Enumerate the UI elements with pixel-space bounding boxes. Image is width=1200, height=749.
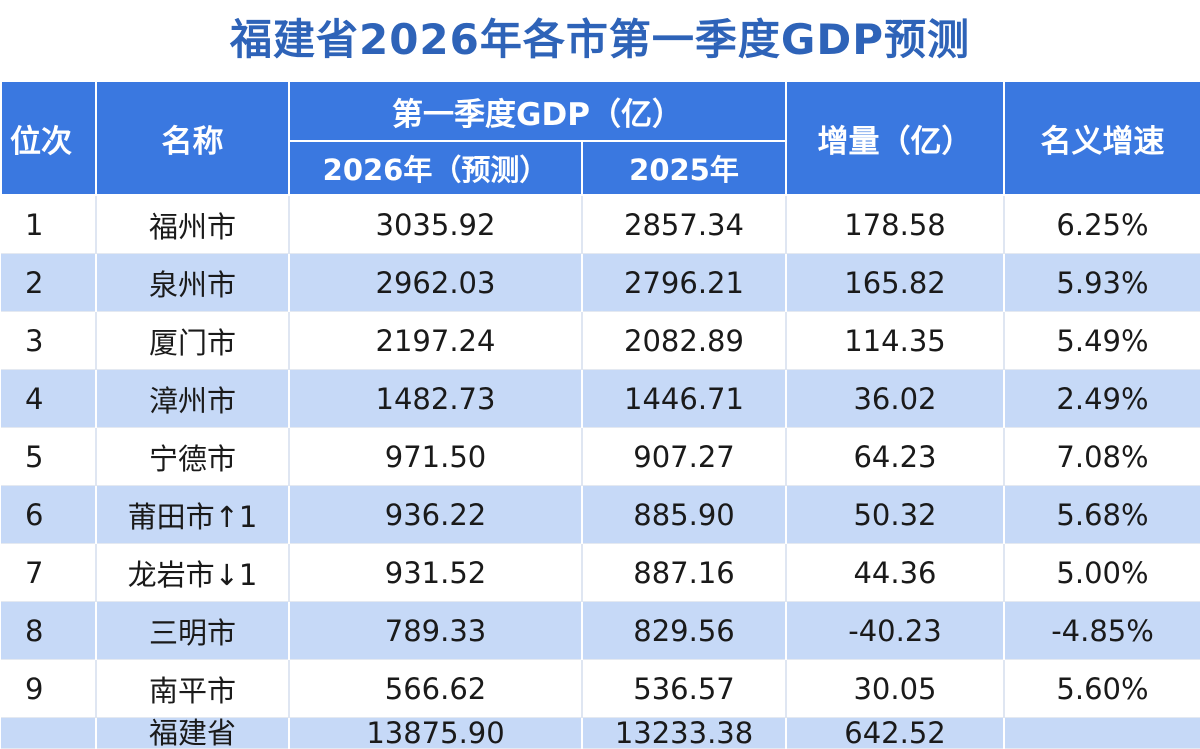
city-name-cell: 龙岩市↓1 xyxy=(96,543,290,602)
city-name-cell: 南平市 xyxy=(96,659,290,718)
growth-cell: 5.68% xyxy=(1004,485,1200,544)
increase-cell: 114.35 xyxy=(786,311,1005,370)
rank-cell: 1 xyxy=(1,195,97,254)
city-name-cell: 泉州市 xyxy=(96,253,290,312)
increase-cell: 44.36 xyxy=(786,543,1005,602)
table-row: 9 南平市 566.62 536.57 30.05 5.60% xyxy=(1,659,1200,718)
gdp-2025-cell: 887.16 xyxy=(582,543,787,602)
increase-cell: 64.23 xyxy=(786,427,1005,486)
total-growth-cell xyxy=(1004,717,1200,749)
table-row: 1 福州市 3035.92 2857.34 178.58 6.25% xyxy=(1,195,1200,254)
header-rank: 位次 xyxy=(0,80,97,196)
growth-cell: 5.49% xyxy=(1004,311,1200,370)
rank-cell: 5 xyxy=(1,427,97,486)
gdp-table: 位次 名称 第一季度GDP（亿） 增量（亿） 名义增速 2026年（预测） 20… xyxy=(0,80,1200,749)
header-growth: 名义增速 xyxy=(1003,80,1200,196)
gdp-2026-cell: 3035.92 xyxy=(289,195,583,254)
table-row: 5 宁德市 971.50 907.27 64.23 7.08% xyxy=(1,427,1200,486)
growth-cell: 7.08% xyxy=(1004,427,1200,486)
city-name-cell: 莆田市↑1 xyxy=(96,485,290,544)
increase-cell: 178.58 xyxy=(786,195,1005,254)
rank-cell: 8 xyxy=(1,601,97,660)
rank-cell xyxy=(1,717,97,749)
increase-cell: 36.02 xyxy=(786,369,1005,428)
gdp-2025-cell: 885.90 xyxy=(582,485,787,544)
total-increase-cell: 642.52 xyxy=(786,717,1005,749)
total-gdp-2026-cell: 13875.90 xyxy=(289,717,583,749)
city-name-cell: 三明市 xyxy=(96,601,290,660)
header-increase: 增量（亿） xyxy=(785,80,1005,196)
gdp-2026-cell: 971.50 xyxy=(289,427,583,486)
table-row: 6 莆田市↑1 936.22 885.90 50.32 5.68% xyxy=(1,485,1200,544)
table-row: 7 龙岩市↓1 931.52 887.16 44.36 5.00% xyxy=(1,543,1200,602)
total-name-cell: 福建省 xyxy=(96,717,290,749)
rank-cell: 6 xyxy=(1,485,97,544)
rank-cell: 4 xyxy=(1,369,97,428)
gdp-2025-cell: 907.27 xyxy=(582,427,787,486)
growth-cell: 6.25% xyxy=(1004,195,1200,254)
growth-cell: 5.93% xyxy=(1004,253,1200,312)
rank-cell: 7 xyxy=(1,543,97,602)
increase-cell: 165.82 xyxy=(786,253,1005,312)
increase-cell: 30.05 xyxy=(786,659,1005,718)
increase-cell: 50.32 xyxy=(786,485,1005,544)
gdp-2025-cell: 2857.34 xyxy=(582,195,787,254)
total-row: 福建省 13875.90 13233.38 642.52 xyxy=(1,717,1200,749)
rank-cell: 2 xyxy=(1,253,97,312)
growth-cell: -4.85% xyxy=(1004,601,1200,660)
gdp-2026-cell: 1482.73 xyxy=(289,369,583,428)
growth-cell: 5.60% xyxy=(1004,659,1200,718)
table-row: 3 厦门市 2197.24 2082.89 114.35 5.49% xyxy=(1,311,1200,370)
header-gdp-group: 第一季度GDP（亿） xyxy=(288,80,787,142)
header-gdp-2025: 2025年 xyxy=(581,140,787,196)
gdp-2026-cell: 566.62 xyxy=(289,659,583,718)
growth-cell: 5.00% xyxy=(1004,543,1200,602)
increase-cell: -40.23 xyxy=(786,601,1005,660)
growth-cell: 2.49% xyxy=(1004,369,1200,428)
city-name-cell: 厦门市 xyxy=(96,311,290,370)
table-row: 8 三明市 789.33 829.56 -40.23 -4.85% xyxy=(1,601,1200,660)
gdp-2025-cell: 2796.21 xyxy=(582,253,787,312)
city-name-cell: 福州市 xyxy=(96,195,290,254)
total-gdp-2025-cell: 13233.38 xyxy=(582,717,787,749)
city-name-cell: 漳州市 xyxy=(96,369,290,428)
gdp-2025-cell: 1446.71 xyxy=(582,369,787,428)
gdp-2026-cell: 789.33 xyxy=(289,601,583,660)
page-title: 福建省2026年各市第一季度GDP预测 xyxy=(229,15,970,64)
gdp-2025-cell: 2082.89 xyxy=(582,311,787,370)
gdp-2026-cell: 2197.24 xyxy=(289,311,583,370)
gdp-2025-cell: 829.56 xyxy=(582,601,787,660)
gdp-2025-cell: 536.57 xyxy=(582,659,787,718)
rank-cell: 9 xyxy=(1,659,97,718)
header-gdp-2026: 2026年（预测） xyxy=(288,140,583,196)
rank-cell: 3 xyxy=(1,311,97,370)
table-row: 2 泉州市 2962.03 2796.21 165.82 5.93% xyxy=(1,253,1200,312)
header-name: 名称 xyxy=(95,80,290,196)
gdp-2026-cell: 931.52 xyxy=(289,543,583,602)
table-row: 4 漳州市 1482.73 1446.71 36.02 2.49% xyxy=(1,369,1200,428)
gdp-2026-cell: 936.22 xyxy=(289,485,583,544)
gdp-2026-cell: 2962.03 xyxy=(289,253,583,312)
city-name-cell: 宁德市 xyxy=(96,427,290,486)
